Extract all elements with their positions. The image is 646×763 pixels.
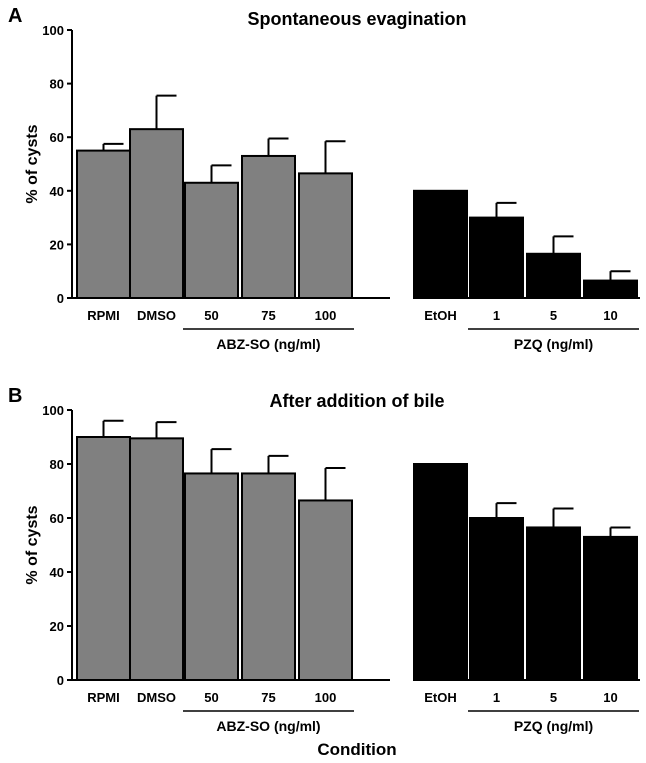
panel-a: A Spontaneous evagination % of cysts 0 20 40 6… xyxy=(8,5,640,352)
chart-title: After addition of bile xyxy=(270,391,445,411)
category-label: 75 xyxy=(261,690,275,705)
y-tick-label: 20 xyxy=(50,237,64,252)
category-label: RPMI xyxy=(87,308,120,323)
x-axis-label: Condition xyxy=(317,740,396,759)
category-label: 100 xyxy=(315,308,337,323)
category-label: 1 xyxy=(493,690,500,705)
bar xyxy=(129,437,184,681)
y-axis-label: % of cysts xyxy=(24,505,41,584)
bar xyxy=(413,463,468,681)
y-axis-label: % of cysts xyxy=(24,124,41,203)
bar xyxy=(76,436,131,681)
y-tick-label: 60 xyxy=(50,511,64,526)
y-tick-label: 100 xyxy=(42,403,64,418)
bar xyxy=(298,499,353,682)
y-tick-label: 100 xyxy=(42,23,64,38)
chart-title: Spontaneous evagination xyxy=(247,9,466,29)
group-label: PZQ (ng/ml) xyxy=(514,718,593,734)
bar xyxy=(413,189,468,299)
bar xyxy=(129,128,184,299)
panel-letter: A xyxy=(8,5,22,27)
category-label: 1 xyxy=(493,308,500,323)
category-label: DMSO xyxy=(137,308,176,323)
category-label: EtOH xyxy=(424,308,457,323)
bar xyxy=(583,535,638,682)
bar xyxy=(241,472,296,682)
bar xyxy=(76,149,131,299)
bar xyxy=(184,472,239,682)
y-tick-label: 0 xyxy=(57,673,64,688)
panel-b: B After addition of bile % of cysts 0 20 40 60… xyxy=(8,385,640,734)
y-tick-label: 40 xyxy=(50,184,64,199)
category-label: 50 xyxy=(204,308,218,323)
bar xyxy=(469,216,524,300)
category-label: 10 xyxy=(603,308,617,323)
y-tick-label: 40 xyxy=(50,565,64,580)
category-label: EtOH xyxy=(424,690,457,705)
category-label: 10 xyxy=(603,690,617,705)
category-label: 100 xyxy=(315,690,337,705)
category-label: DMSO xyxy=(137,690,176,705)
category-label: 5 xyxy=(550,690,557,705)
group-label: PZQ (ng/ml) xyxy=(514,336,593,352)
bar xyxy=(184,181,239,299)
bar xyxy=(241,154,296,299)
category-label: 50 xyxy=(204,690,218,705)
group-label: ABZ-SO (ng/ml) xyxy=(216,718,320,734)
y-tick-label: 80 xyxy=(50,77,64,92)
y-tick-label: 0 xyxy=(57,291,64,306)
bar xyxy=(469,517,524,681)
bar xyxy=(583,279,638,299)
y-tick-label: 80 xyxy=(50,457,64,472)
category-label: 5 xyxy=(550,308,557,323)
y-tick-label: 60 xyxy=(50,130,64,145)
bar xyxy=(526,526,581,682)
y-tick-label: 20 xyxy=(50,619,64,634)
category-label: 75 xyxy=(261,308,275,323)
bar xyxy=(526,252,581,299)
category-label: RPMI xyxy=(87,690,120,705)
bar xyxy=(298,172,353,300)
panel-letter: B xyxy=(8,385,22,407)
group-label: ABZ-SO (ng/ml) xyxy=(216,336,320,352)
